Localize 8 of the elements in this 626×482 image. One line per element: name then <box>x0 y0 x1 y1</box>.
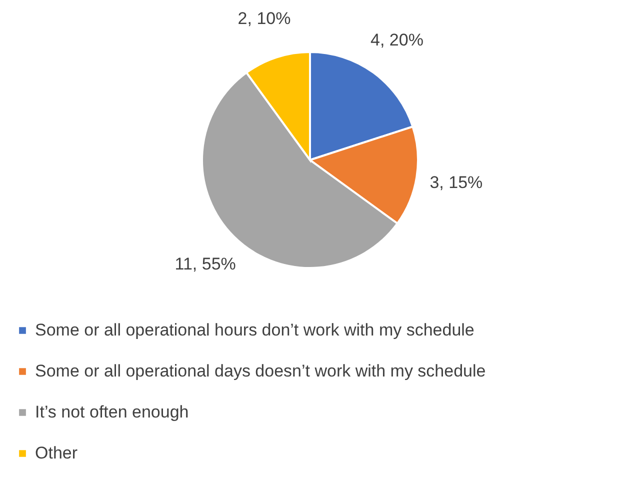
legend-label: Some or all operational hours don’t work with my schedule <box>35 320 474 340</box>
legend-label: Some or all operational days doesn’t work with my schedule <box>35 362 486 380</box>
legend-label: It’s not often enough <box>35 402 189 422</box>
data-label: 3, 15% <box>430 173 483 192</box>
legend-label: Other <box>35 444 78 462</box>
data-label: 4, 20% <box>370 30 424 50</box>
data-label: 11, 55% <box>174 254 236 274</box>
data-label: 2, 10% <box>238 9 291 28</box>
